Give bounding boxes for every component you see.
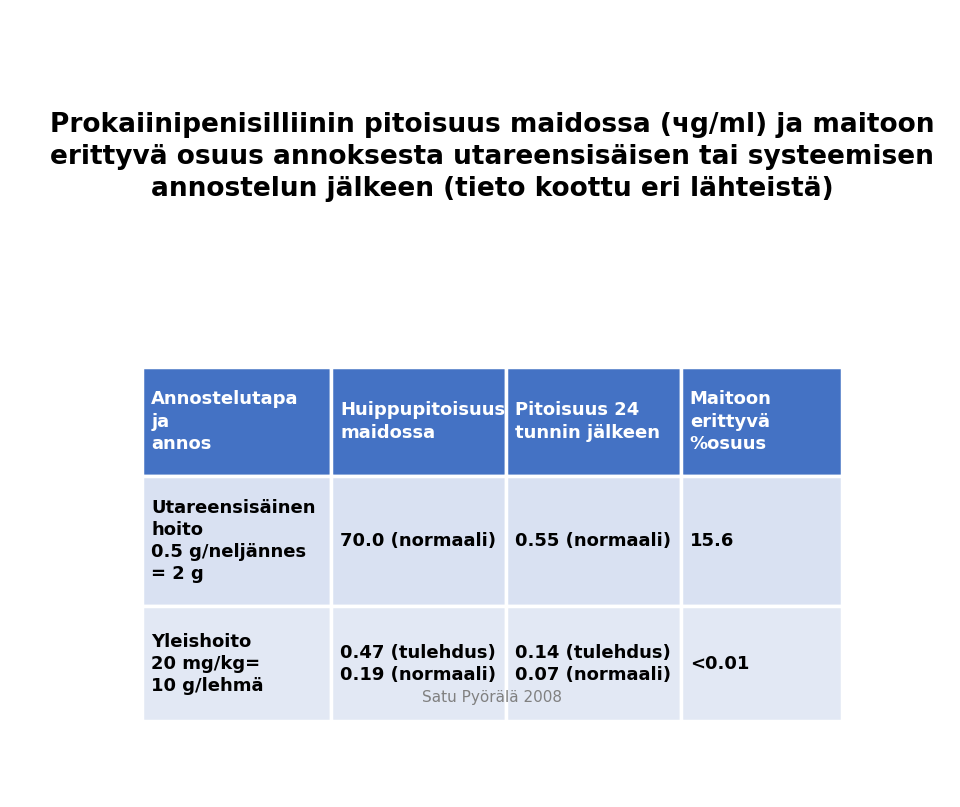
Bar xyxy=(331,606,506,721)
Bar xyxy=(506,606,681,721)
Bar xyxy=(506,476,681,606)
Bar xyxy=(142,367,331,476)
Text: <0.01: <0.01 xyxy=(689,654,749,673)
Text: 0.14 (tulehdus)
0.07 (normaali): 0.14 (tulehdus) 0.07 (normaali) xyxy=(515,644,671,684)
Text: Satu Pyörälä 2008: Satu Pyörälä 2008 xyxy=(422,689,562,705)
Text: 0.55 (normaali): 0.55 (normaali) xyxy=(515,532,671,550)
Text: 70.0 (normaali): 70.0 (normaali) xyxy=(340,532,496,550)
Bar xyxy=(331,367,506,476)
Bar xyxy=(506,367,681,476)
Bar xyxy=(681,367,842,476)
Text: Pitoisuus 24
tunnin jälkeen: Pitoisuus 24 tunnin jälkeen xyxy=(515,401,660,441)
Text: Maitoon
erittyvä
%osuus: Maitoon erittyvä %osuus xyxy=(689,391,772,453)
Text: Annostelutapa
ja
annos: Annostelutapa ja annos xyxy=(152,391,299,453)
Bar xyxy=(142,606,331,721)
Bar xyxy=(681,606,842,721)
Text: 0.47 (tulehdus)
0.19 (normaali): 0.47 (tulehdus) 0.19 (normaali) xyxy=(340,644,496,684)
Text: 15.6: 15.6 xyxy=(689,532,734,550)
Text: Huippupitoisuus
maidossa: Huippupitoisuus maidossa xyxy=(340,401,505,441)
Text: Utareensisäinen
hoito
0.5 g/neljännes
= 2 g: Utareensisäinen hoito 0.5 g/neljännes = … xyxy=(152,499,316,583)
Bar xyxy=(142,476,331,606)
Bar xyxy=(681,476,842,606)
Text: Prokaiinipenisilliinin pitoisuus maidossa (чg/ml) ja maitoon
erittyvä osuus anno: Prokaiinipenisilliinin pitoisuus maidoss… xyxy=(50,112,934,203)
Bar xyxy=(331,476,506,606)
Text: Yleishoito
20 mg/kg=
10 g/lehmä: Yleishoito 20 mg/kg= 10 g/lehmä xyxy=(152,633,264,695)
